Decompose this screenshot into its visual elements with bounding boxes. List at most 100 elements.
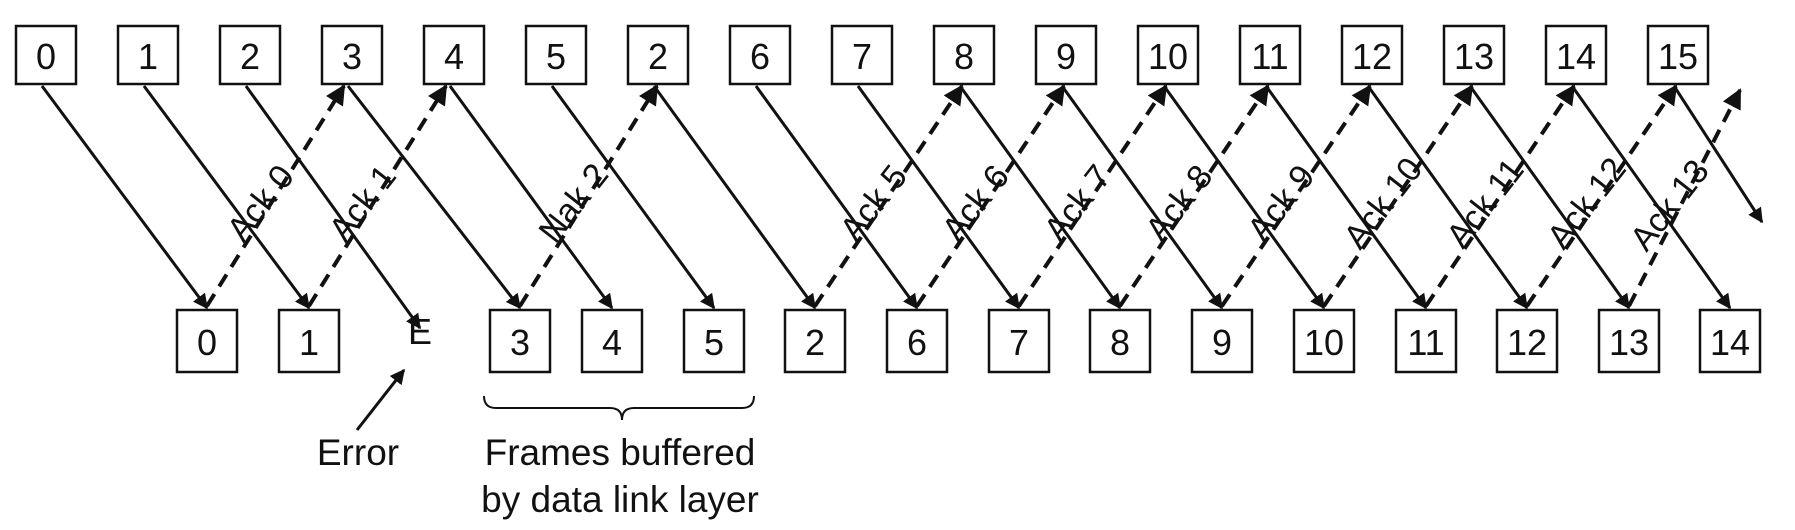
error-pointer-arrow [355,368,406,431]
ack-arrow [205,84,346,308]
receiver-frame-label: 6 [907,322,927,363]
buffer-label-line2: by data link layer [481,479,759,520]
sender-frame-box: 14 [1544,24,1608,86]
sender-frame-label: 9 [1056,36,1076,77]
receiver-frame-box: 12 [1495,308,1559,374]
receiver-frame-box: 1 [277,308,341,374]
data-frame-arrow [1162,85,1326,310]
ack-arrow [307,84,448,308]
data-frame-arrow [1366,85,1529,310]
ack-arrows [205,84,1742,308]
ack-arrow [915,84,1066,308]
data-frame-arrow [448,85,614,310]
ack-labels: Ack 0 Ack 1 Nak 2 Ack 5 Ack 6 Ack 7 Ack 8 Ack 9… [220,151,1717,258]
sender-frame-box: 13 [1442,24,1506,86]
sender-frame-box: 12 [1340,24,1404,86]
sender-frame-box: 4 [422,24,486,86]
sender-frame-label: 3 [342,36,362,77]
data-frame-arrow [244,85,422,330]
sender-frame-box: 15 [1646,24,1710,86]
sender-frame-label: 8 [954,36,974,77]
sender-frame-label: 6 [750,36,770,77]
sender-frame-box: 9 [1034,24,1098,86]
ack-arrow [1424,84,1576,308]
data-frame-arrow [1570,85,1732,310]
sender-frame-label: 2 [648,36,668,77]
sender-frame-box: 8 [932,24,996,86]
sender-frame-box: 3 [320,24,384,86]
ack-label: Ack 13 [1623,153,1717,258]
receiver-frame-label: 7 [1009,322,1029,363]
receiver-frame-label: 0 [197,322,217,363]
receiver-frame-label: 13 [1609,322,1649,363]
sender-frame-box: 5 [524,24,588,86]
data-frame-arrow [958,85,1122,310]
receiver-frame-box: 14 [1698,308,1762,374]
sender-frames-row: 0 1 2 3 4 5 2 6 7 8 9 10 11 12 13 14 15 [14,24,1710,86]
data-frame-arrow [1060,85,1224,310]
receiver-frame-box: 5 [682,308,746,374]
ack-label: Nak 2 [532,157,617,250]
sender-frame-label: 10 [1148,36,1188,77]
sender-frame-box: 11 [1238,24,1302,86]
sender-frame-label: 14 [1556,36,1596,77]
receiver-frame-box: 6 [885,308,949,374]
sender-frame-label: 11 [1251,36,1288,77]
receiver-frame-box: 10 [1292,308,1356,374]
receiver-frame-box: 4 [580,308,644,374]
receiver-frame-label: 10 [1304,322,1344,363]
sender-frame-box: 2 [218,24,282,86]
receiver-frame-label: 14 [1710,322,1750,363]
data-frame-arrow [346,85,522,310]
receiver-frame-box: 0 [175,308,239,374]
sender-frame-box: 1 [116,24,180,86]
sender-frame-label: 7 [852,36,872,77]
data-frame-arrow [652,85,817,310]
sender-frame-label: 15 [1658,36,1698,77]
data-frame-arrow [142,85,311,310]
receiver-frame-label: 9 [1212,322,1232,363]
receiver-frame-label: 2 [805,322,825,363]
receiver-frame-label: 1 [299,322,319,363]
data-frame-arrow [1468,85,1631,310]
data-frame-arrow [40,85,209,310]
receiver-frame-box: 3 [488,308,552,374]
error-label: Error [317,432,399,473]
ack-arrow [1220,84,1372,308]
receiver-frame-box: 2 [783,308,847,374]
buffer-bracket [483,395,755,421]
data-frame-arrow [550,85,716,310]
receiver-frame-label: 5 [704,322,724,363]
error-marker: E [408,311,432,352]
receiver-frame-label: 3 [510,322,530,363]
ack-arrow [1118,84,1270,308]
sender-frame-box: 10 [1136,24,1200,86]
receiver-frame-box: 7 [987,308,1051,374]
sender-frame-label: 1 [138,36,158,77]
receiver-frames-row: 0 1 3 4 5 2 6 7 8 9 10 11 12 13 14 [175,308,1762,374]
ack-arrow [518,84,659,308]
data-frame-arrows [40,85,1764,330]
sender-frame-box: 6 [728,24,792,86]
ack-label: Ack 1 [322,158,404,248]
ack-arrow [1017,84,1168,308]
sender-frame-box: 2 [626,24,690,86]
ack-arrow [813,84,964,308]
ack-arrow [1322,84,1474,308]
sender-frame-box: 7 [830,24,894,86]
ack-label: Ack 7 [1037,158,1119,248]
sender-frame-label: 0 [36,36,56,77]
ack-arrow [1627,88,1742,307]
sender-frame-label: 2 [240,36,260,77]
receiver-frame-box: 13 [1597,308,1661,374]
ack-label: Ack 9 [1240,158,1322,248]
buffer-label-line1: Frames buffered [485,432,756,473]
ack-label: Ack 5 [833,158,915,248]
receiver-frame-label: 4 [602,322,622,363]
data-frame-arrow [754,85,919,310]
data-frame-arrow [1264,85,1428,310]
data-frame-arrow [1672,85,1764,224]
ack-label: Ack 8 [1138,158,1220,248]
sender-frame-label: 12 [1352,36,1392,77]
receiver-frame-box: 9 [1190,308,1254,374]
